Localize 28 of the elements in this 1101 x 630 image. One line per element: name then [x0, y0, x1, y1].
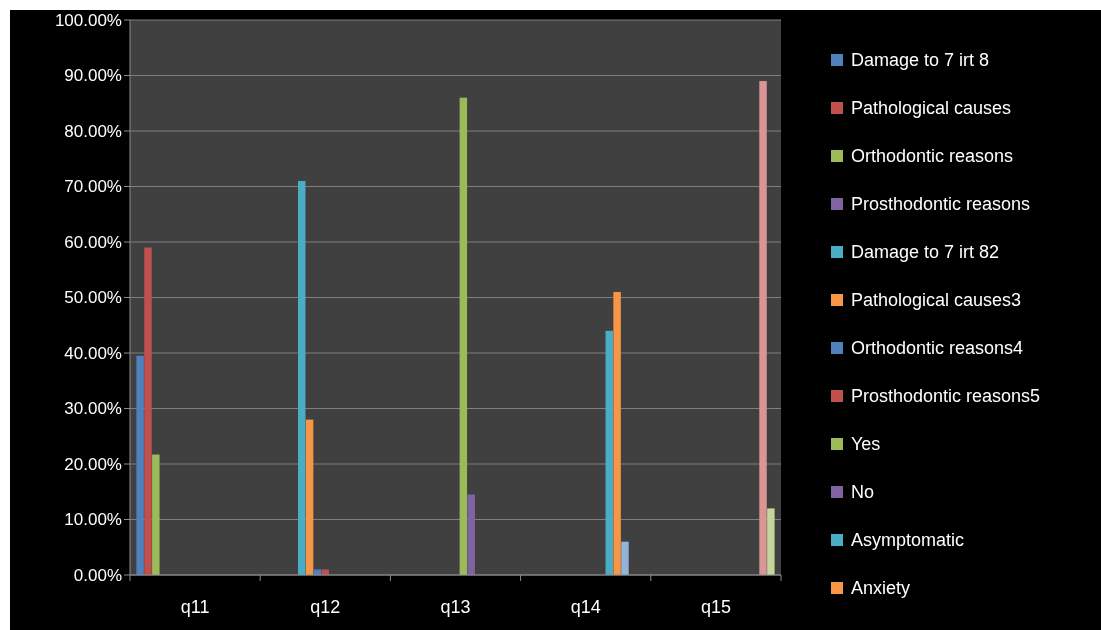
legend-label: Asymptomatic — [851, 530, 965, 551]
y-tick-label: 50.00% — [64, 288, 122, 308]
y-tick-label: 30.00% — [64, 399, 122, 419]
x-tick-label: q11 — [180, 597, 210, 617]
x-tick-label: q14 — [570, 597, 601, 617]
x-tick-label: q12 — [310, 597, 341, 617]
y-tick-label: 100.00% — [54, 10, 122, 30]
legend-label: Damage to 7 irt 82 — [851, 242, 1000, 263]
legend-label: No — [851, 482, 875, 503]
x-tick-label: q13 — [440, 597, 471, 617]
legend-label: Damage to 7 irt 8 — [851, 50, 990, 71]
legend-label: Anxiety — [851, 578, 911, 599]
y-tick-label: 70.00% — [64, 177, 122, 197]
y-tick-label: 90.00% — [64, 66, 122, 86]
legend-label: Yes — [851, 434, 881, 455]
legend-label: Prosthodontic reasons5 — [851, 386, 1041, 407]
legend-label: Orthodontic reasons — [851, 146, 1014, 167]
y-tick-label: 20.00% — [64, 454, 122, 474]
legend-label: Prosthodontic reasons — [851, 194, 1031, 215]
legend-label: Pathological causes — [851, 98, 1012, 119]
y-tick-label: 40.00% — [64, 343, 122, 363]
y-tick-label: 60.00% — [64, 232, 122, 252]
legend-label: Pathological causes3 — [851, 290, 1022, 311]
y-tick-label: 0.00% — [73, 565, 122, 585]
y-tick-label: 10.00% — [64, 510, 122, 530]
x-tick-label: q15 — [700, 597, 731, 617]
legend-label: Orthodontic reasons4 — [851, 338, 1024, 359]
y-tick-label: 80.00% — [64, 121, 122, 141]
